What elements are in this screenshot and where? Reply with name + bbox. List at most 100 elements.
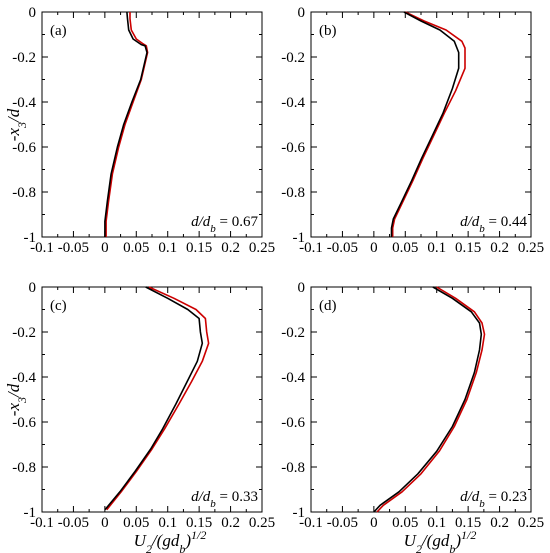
- y-tick-label: -1: [293, 230, 306, 246]
- panel-b: -0.1 -0.05 0 0.05 0.1 0.15 0.2 0.25 0 -0.2 -0.4 -0.…: [281, 5, 544, 256]
- x-axis-label-sup: 1/2: [461, 528, 476, 542]
- ratio-annotation: d/db = 0.23: [460, 489, 527, 510]
- x-tick-label: 0.15: [186, 240, 212, 256]
- y-axis-label-sub: 3: [15, 397, 29, 404]
- y-tick-label: -0.2: [12, 325, 36, 341]
- y-tick-label: -0.8: [12, 185, 36, 201]
- x-tick-label: 0.2: [221, 515, 240, 531]
- x-tick-label: 0.05: [123, 240, 149, 256]
- x-tick-label: 0.25: [518, 515, 544, 531]
- y-axis-label-top: -x3/d: [4, 108, 29, 141]
- panel-label: (b): [319, 23, 337, 39]
- ratio-eq: =: [485, 489, 501, 505]
- x-tick-label: 0: [370, 240, 378, 256]
- series-line-1: [106, 12, 148, 237]
- ratio-eq: =: [216, 214, 232, 230]
- ratio-value: 0.23: [501, 489, 527, 505]
- panel-c: -0.1 -0.05 0 0.05 0.1 0.15 0.2 0.25 0 -0.2 -0.4 -0.…: [12, 280, 275, 531]
- x-tick-label: 0.05: [392, 240, 418, 256]
- x-tick-label: 0.2: [221, 240, 240, 256]
- x-tick-label: 0.25: [249, 240, 275, 256]
- y-tick-label: 0: [298, 5, 306, 21]
- y-tick-label: -0.6: [12, 415, 36, 431]
- panel-a: -0.1 -0.05 0 0.05 0.1 0.15 0.2 0.25 0 -0.2 -0.4 -0.…: [12, 5, 275, 256]
- x-tick-label: 0.05: [392, 515, 418, 531]
- y-tick-label: -1: [24, 230, 37, 246]
- ratio-annotation: d/db = 0.44: [460, 214, 527, 235]
- ratio-prefix: d/d: [191, 214, 211, 230]
- x-tick-label: 0.15: [455, 240, 481, 256]
- y-axis-label-main: -x: [4, 128, 23, 142]
- x-tick-label: 0.1: [427, 240, 446, 256]
- y-tick-label: -0.2: [12, 50, 36, 66]
- y-tick-label: -0.8: [12, 460, 36, 476]
- x-tick-label: 0.1: [427, 515, 446, 531]
- y-tick-label: 0: [29, 280, 37, 296]
- x-tick-label: 0.05: [123, 515, 149, 531]
- plot-frame: [311, 287, 531, 512]
- x-tick-label: 0: [370, 515, 378, 531]
- y-tick-label: -1: [24, 505, 37, 521]
- y-tick-label: -0.4: [12, 95, 36, 111]
- ratio-prefix: d/d: [460, 214, 480, 230]
- x-tick-label: 0: [101, 515, 109, 531]
- ratio-prefix: d/d: [191, 489, 211, 505]
- x-tick-label: 0.1: [158, 515, 177, 531]
- x-axis-label-sup: 1/2: [191, 528, 206, 542]
- ratio-value: 0.67: [232, 214, 259, 230]
- ratio-value: 0.33: [232, 489, 258, 505]
- y-tick-label: -0.2: [281, 50, 305, 66]
- ratio-annotation: d/db = 0.67: [191, 214, 258, 235]
- y-tick-label: -0.4: [281, 370, 305, 386]
- y-tick-label: -0.6: [281, 415, 305, 431]
- x-tick-label: -0.05: [327, 515, 358, 531]
- y-tick-label: -0.4: [281, 95, 305, 111]
- x-tick-label: -0.05: [327, 240, 358, 256]
- x-tick-label: -0.05: [58, 240, 89, 256]
- y-tick-label: -0.4: [12, 370, 36, 386]
- x-tick-label: 0.1: [158, 240, 177, 256]
- ratio-prefix: d/d: [460, 489, 480, 505]
- panels-group: -0.1 -0.05 0 0.05 0.1 0.15 0.2 0.250-0.2-0.4-0.…: [12, 5, 544, 531]
- y-axis-label-rest: /d: [4, 108, 23, 123]
- series-line-2: [392, 12, 459, 237]
- y-tick-label: -1: [293, 505, 306, 521]
- series-line-1: [377, 287, 485, 512]
- x-tick-label: 0.25: [249, 515, 275, 531]
- x-tick-label: 0: [101, 240, 109, 256]
- panel-label: (d): [319, 298, 337, 314]
- plot-frame: [311, 12, 531, 237]
- y-axis-label-bottom: -x3/d: [4, 383, 29, 416]
- y-axis-label-main: -x: [4, 403, 23, 417]
- series-line-2: [374, 287, 481, 512]
- plot-frame: [42, 287, 262, 512]
- x-axis-label-left: U2/(gdb)1/2: [134, 528, 207, 553]
- y-axis-label-sub: 3: [15, 122, 29, 129]
- y-tick-label: -0.8: [281, 185, 305, 201]
- y-tick-label: -0.6: [281, 140, 305, 156]
- plot-frame: [42, 12, 262, 237]
- x-tick-label: 0.2: [490, 515, 509, 531]
- series-line-2: [105, 287, 202, 510]
- x-tick-label: 0.2: [490, 240, 509, 256]
- series-line-2: [105, 12, 147, 237]
- ratio-annotation: d/db = 0.33: [191, 489, 258, 510]
- y-tick-label: -0.6: [12, 140, 36, 156]
- panel-d: -0.1 -0.05 0 0.05 0.1 0.15 0.2 0.25 0 -0.2 -0.4 -0.…: [281, 280, 544, 531]
- ratio-eq: =: [485, 214, 501, 230]
- x-axis-label-mid: /(gd: [151, 531, 180, 550]
- y-tick-label: 0: [298, 280, 306, 296]
- x-tick-label: 0.25: [518, 240, 544, 256]
- series-line-1: [393, 12, 465, 237]
- x-axis-label-mid: /(gd: [421, 531, 450, 550]
- y-tick-label: -0.2: [281, 325, 305, 341]
- y-axis-label-rest: /d: [4, 383, 23, 398]
- panel-label: (a): [50, 23, 67, 39]
- x-tick-label: -0.05: [58, 515, 89, 531]
- x-axis-label-right: U2/(gdb)1/2: [404, 528, 477, 553]
- ratio-eq: =: [216, 489, 232, 505]
- panel-label: (c): [50, 298, 67, 314]
- ratio-value: 0.44: [501, 214, 528, 230]
- y-tick-label: -0.8: [281, 460, 305, 476]
